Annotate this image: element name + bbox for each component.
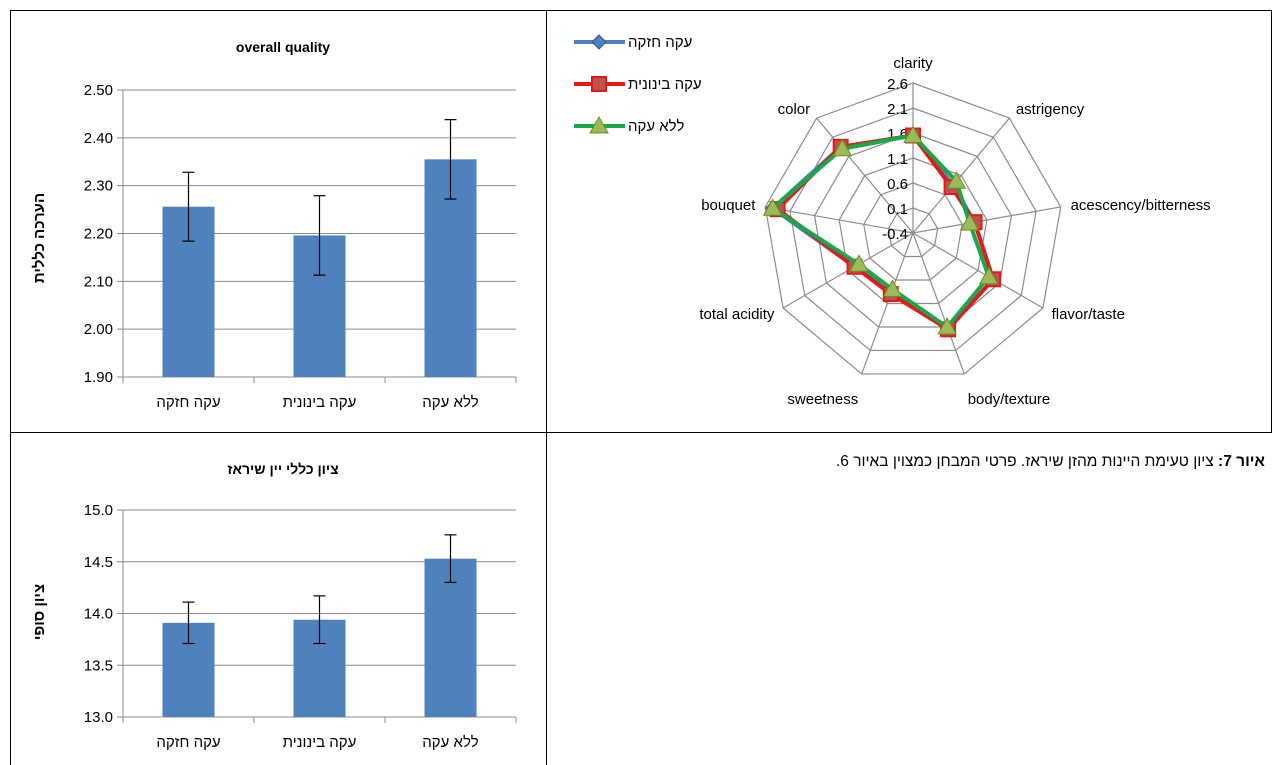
y-tick-label: 13.5	[84, 657, 113, 674]
radar-spoke	[912, 232, 965, 375]
y-tick-label: 14.0	[84, 606, 113, 623]
data-point-marker	[591, 76, 607, 92]
radar-spoke	[861, 232, 914, 375]
radar-spoke	[816, 117, 914, 234]
final-score-chart-svg: ציון כללי יין שיראז ציון סופי 13.0 13.5 14…	[31, 461, 517, 751]
series-line	[770, 133, 991, 329]
data-point-marker	[762, 198, 783, 216]
radar-axis-label: color	[778, 101, 811, 118]
radial-tick-label: 1.1	[887, 151, 908, 168]
radar-axis-label: sweetness	[787, 391, 858, 408]
radar-spoke	[765, 206, 914, 234]
radar-spoke	[912, 232, 1044, 309]
final-score-chart: ציון כללי יין שיראז ציון סופי 13.0 13.5 14…	[0, 433, 546, 765]
y-axis-label: הערכה כללית	[31, 193, 48, 283]
figure-caption-label: איור 7:	[1218, 453, 1265, 470]
radar-axis-label: acescency/bitterness	[1071, 197, 1211, 214]
y-tick-label: 13.0	[84, 709, 113, 726]
radial-tick-label: 0.6	[887, 176, 908, 193]
radar-axis-label: clarity	[893, 55, 933, 72]
radar-axis-label: flavor/taste	[1052, 306, 1125, 323]
radar-axis-label: body/texture	[968, 391, 1051, 408]
data-point-marker	[937, 316, 958, 335]
data-point-marker	[978, 266, 999, 285]
radial-tick-label: 2.6	[887, 76, 908, 93]
legend-label: עקה חזקה	[628, 34, 692, 51]
legend-label: ללא עקה	[628, 118, 684, 135]
overall-quality-chart: overall quality הערכה כללית 1.90 2.00 2.10…	[0, 0, 546, 432]
y-tick-label: 15.0	[84, 502, 113, 519]
data-point-marker	[849, 254, 869, 272]
overall-quality-chart-svg: overall quality הערכה כללית 1.90 2.00 2.10…	[31, 39, 517, 411]
y-tick-label: 2.00	[84, 321, 113, 338]
sensory-radar-chart: 2.6 2.1 1.6 1.1 0.6 0.1 -0.4 clarity astrigency a…	[547, 11, 1271, 432]
radar-spoke	[912, 206, 1061, 234]
radar-spoke	[912, 117, 1010, 234]
radar-axis-label: total acidity	[699, 306, 775, 323]
x-tick-label: עקה חזקה	[156, 394, 220, 411]
chart-title: overall quality	[236, 39, 330, 55]
y-tick-label: 14.5	[84, 554, 113, 571]
bar	[424, 558, 477, 717]
y-tick-label: 1.90	[84, 369, 113, 386]
radial-tick-label: 2.1	[887, 101, 908, 118]
data-point-marker	[832, 138, 853, 157]
table-border-left	[10, 10, 11, 765]
sensory-radar-chart-svg: 2.62.11.61.10.60.1-0.4clarityastrigencya…	[574, 34, 1211, 408]
figure-caption-text: ציון טעימת היינות מהזן שיראז. פרטי המבחן…	[835, 453, 1219, 470]
x-tick-label: עקה בינונית	[283, 394, 357, 411]
x-tick-label: עקה חזקה	[156, 734, 220, 751]
y-tick-label: 2.20	[84, 226, 113, 243]
radar-gridline	[863, 182, 963, 281]
data-point-marker	[591, 34, 607, 50]
x-tick-label: ללא עקה	[422, 734, 478, 751]
data-point-marker	[903, 125, 923, 143]
y-tick-label: 2.30	[84, 178, 113, 195]
y-axis-label: ציון סופי	[31, 584, 48, 640]
data-point-marker	[946, 171, 967, 189]
table-border-middle	[10, 432, 1272, 433]
table-border-top	[10, 10, 1272, 11]
radar-gridline	[813, 132, 1013, 328]
y-tick-label: 2.50	[84, 82, 113, 99]
radar-gridline	[887, 207, 939, 258]
x-tick-label: עקה בינונית	[283, 734, 357, 751]
data-point-marker	[589, 115, 609, 134]
table-border-center	[546, 10, 547, 765]
y-tick-label: 2.40	[84, 130, 113, 147]
radial-tick-label: 0.1	[887, 201, 908, 218]
radar-axis-label: bouquet	[701, 197, 756, 214]
table-border-right	[1271, 10, 1272, 433]
radar-axis-label: astrigency	[1016, 101, 1085, 118]
y-tick-label: 2.10	[84, 273, 113, 290]
data-point-marker	[959, 212, 980, 231]
chart-title: ציון כללי יין שיראז	[227, 461, 338, 477]
figure-caption: איור 7: ציון טעימת היינות מהזן שיראז. פר…	[560, 452, 1265, 472]
radar-gridline	[764, 82, 1062, 375]
data-point-marker	[882, 279, 903, 297]
radial-tick-label: -0.4	[882, 226, 908, 243]
x-tick-label: ללא עקה	[422, 394, 478, 411]
legend-label: עקה בינונית	[628, 76, 702, 93]
